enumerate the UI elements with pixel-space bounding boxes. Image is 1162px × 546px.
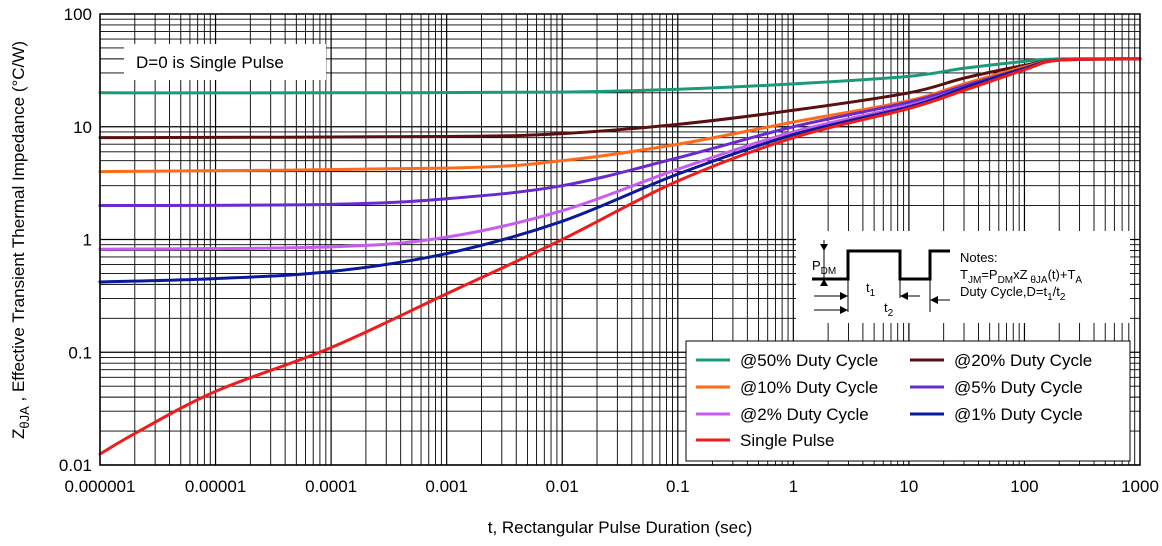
legend-label: @2% Duty Cycle: [740, 405, 869, 424]
notes-formula: TJM=PDMxZ θJA(t)+TA: [960, 267, 1082, 286]
y-tick-label: 100: [64, 5, 92, 24]
series-line-1: [98, 57, 1142, 95]
t1-arrowhead-left: [840, 292, 848, 300]
pdm-arrow-bottom: [820, 279, 828, 286]
t1-label: t1: [866, 280, 876, 299]
legend-box: [685, 340, 1131, 462]
legend-label: @10% Duty Cycle: [740, 378, 878, 397]
legend-label: @20% Duty Cycle: [954, 351, 1092, 370]
legend-label: @50% Duty Cycle: [740, 351, 878, 370]
x-tick-label: 1: [789, 477, 798, 496]
legend-label: @5% Duty Cycle: [954, 378, 1083, 397]
annotation-background: [124, 44, 326, 80]
legend-label: Single Pulse: [740, 431, 835, 450]
y-tick-label: 1: [83, 231, 92, 250]
single-pulse-annotation: D=0 is Single Pulse: [124, 44, 326, 80]
t2-arrowhead-left: [840, 306, 848, 314]
y-tick-label: 10: [73, 118, 92, 137]
inset-notes: PDM t1 t2 Notes: TJM=PDMxZ θJA(t)+TA Dut…: [796, 231, 1130, 323]
series-layer: [98, 57, 1142, 456]
x-tick-label: 0.001: [425, 477, 468, 496]
plot-frame: [99, 13, 1141, 466]
x-tick-label: 0.1: [666, 477, 690, 496]
t2-label: t2: [884, 300, 894, 319]
series-line-7: [98, 57, 1142, 456]
legend-label: @1% Duty Cycle: [954, 405, 1083, 424]
notes-duty-cycle: Duty Cycle,D=t1/t2: [960, 284, 1066, 303]
x-tick-label: 0.0001: [305, 477, 357, 496]
x-tick-label: 0.01: [546, 477, 579, 496]
x-tick-label: 0.000001: [65, 477, 136, 496]
x-axis-title: t, Rectangular Pulse Duration (sec): [488, 518, 753, 537]
x-tick-label: 10: [899, 477, 918, 496]
tick-labels: 0.000001 0.00001 0.0001 0.001 0.01 0.1 1 10 100 1…: [59, 5, 1159, 496]
pulse-waveform: [812, 249, 950, 281]
notes-title: Notes:: [960, 250, 998, 265]
annotation-text: D=0 is Single Pulse: [136, 53, 284, 72]
x-tick-label: 0.00001: [185, 477, 246, 496]
inset-background: [796, 231, 1130, 323]
legend: @50% Duty Cycle @20% Duty Cycle @10% Duty …: [685, 340, 1131, 462]
x-tick-label: 1000: [1121, 477, 1159, 496]
t2-arrowhead-right: [930, 296, 938, 304]
y-axis-title: ZθJA , Effective Transient Thermal Imped…: [9, 41, 32, 439]
y-tick-label: 0.1: [68, 343, 92, 362]
pdm-arrow-top: [820, 244, 828, 251]
pdm-label: PDM: [812, 258, 836, 277]
x-tick-label: 100: [1010, 477, 1038, 496]
y-tick-label: 0.01: [59, 456, 92, 475]
t1-arrowhead-right: [900, 292, 908, 300]
